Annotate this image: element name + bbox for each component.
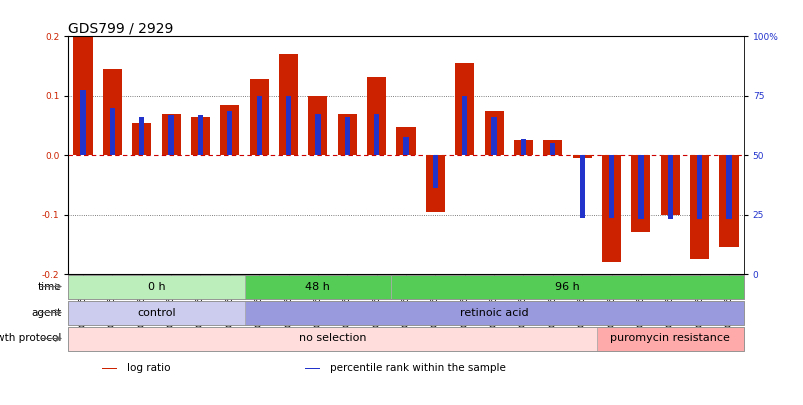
Bar bbox=[432, 155, 438, 188]
Bar bbox=[373, 114, 379, 155]
Bar bbox=[344, 117, 349, 155]
Bar bbox=[169, 115, 173, 155]
Bar bbox=[725, 155, 731, 220]
Bar bbox=[630, 155, 650, 232]
Bar bbox=[367, 77, 385, 155]
Bar bbox=[666, 155, 672, 220]
Bar bbox=[396, 127, 415, 155]
Bar bbox=[513, 141, 532, 155]
Bar bbox=[286, 96, 291, 155]
Text: 0 h: 0 h bbox=[148, 281, 165, 292]
Text: no selection: no selection bbox=[299, 333, 366, 343]
Text: percentile rank within the sample: percentile rank within the sample bbox=[329, 363, 505, 373]
Bar bbox=[484, 111, 503, 155]
Bar bbox=[190, 117, 210, 155]
Bar bbox=[139, 117, 145, 155]
Bar bbox=[68, 301, 244, 325]
Text: growth protocol: growth protocol bbox=[0, 333, 62, 343]
Text: log ratio: log ratio bbox=[127, 363, 170, 373]
Bar bbox=[596, 327, 743, 351]
Bar bbox=[279, 54, 298, 155]
Bar bbox=[250, 79, 268, 155]
Bar bbox=[579, 155, 584, 217]
Bar bbox=[549, 143, 555, 155]
Bar bbox=[109, 108, 115, 155]
Bar bbox=[660, 155, 679, 215]
Bar bbox=[719, 155, 738, 247]
Bar bbox=[132, 123, 151, 155]
Bar bbox=[403, 137, 408, 155]
Bar bbox=[391, 275, 743, 299]
Text: 48 h: 48 h bbox=[305, 281, 330, 292]
Bar bbox=[161, 114, 181, 155]
Bar bbox=[608, 155, 613, 217]
Text: retinoic acid: retinoic acid bbox=[459, 307, 528, 318]
Bar bbox=[308, 96, 327, 155]
Bar bbox=[68, 275, 244, 299]
Bar bbox=[426, 155, 444, 212]
Bar bbox=[198, 115, 203, 155]
Text: control: control bbox=[137, 307, 176, 318]
Text: time: time bbox=[38, 281, 62, 292]
Bar bbox=[520, 139, 525, 155]
Text: agent: agent bbox=[31, 307, 62, 318]
Bar bbox=[68, 327, 596, 351]
Bar bbox=[462, 96, 467, 155]
Bar bbox=[304, 367, 319, 369]
Bar bbox=[638, 155, 642, 220]
Text: 96 h: 96 h bbox=[554, 281, 579, 292]
Text: puromycin resistance: puromycin resistance bbox=[609, 333, 729, 343]
Bar bbox=[543, 141, 561, 155]
Text: GDS799 / 2929: GDS799 / 2929 bbox=[68, 21, 173, 35]
Bar bbox=[73, 36, 92, 155]
Bar bbox=[256, 96, 262, 155]
Bar bbox=[227, 111, 232, 155]
Bar bbox=[696, 155, 702, 220]
Bar bbox=[103, 69, 122, 155]
Bar bbox=[220, 105, 239, 155]
Bar bbox=[572, 155, 591, 158]
Bar bbox=[454, 63, 474, 155]
Bar bbox=[689, 155, 708, 259]
Bar bbox=[102, 367, 116, 369]
Bar bbox=[601, 155, 621, 262]
Bar bbox=[80, 90, 86, 155]
Bar bbox=[491, 117, 496, 155]
Bar bbox=[244, 275, 391, 299]
Bar bbox=[244, 301, 743, 325]
Bar bbox=[337, 114, 357, 155]
Bar bbox=[315, 114, 320, 155]
